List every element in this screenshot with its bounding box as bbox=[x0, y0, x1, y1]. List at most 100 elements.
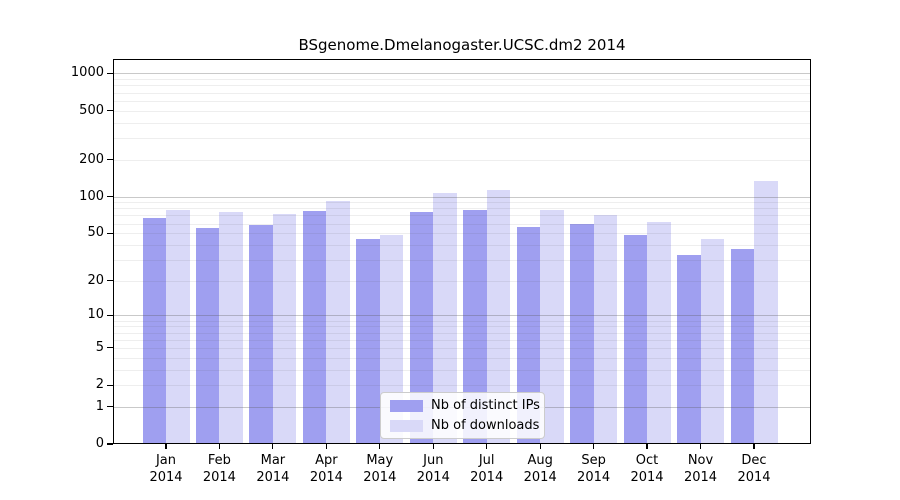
y-gridline-major bbox=[114, 196, 810, 198]
bar-distinct-ips bbox=[356, 238, 380, 444]
x-tick bbox=[593, 444, 595, 449]
x-tick-label: Jun 2014 bbox=[416, 453, 450, 485]
x-tick-label: Apr 2014 bbox=[309, 453, 343, 485]
y-gridline-minor bbox=[114, 215, 810, 217]
x-tick-label: Mar 2014 bbox=[256, 453, 290, 485]
x-tick bbox=[218, 444, 220, 449]
y-tick bbox=[107, 232, 113, 234]
bar-downloads bbox=[433, 192, 457, 444]
y-gridline-minor bbox=[114, 122, 810, 124]
bar-distinct-ips bbox=[249, 225, 273, 444]
x-tick-label: Sep 2014 bbox=[577, 453, 611, 485]
y-tick bbox=[107, 384, 113, 386]
x-tick-label: Nov 2014 bbox=[683, 453, 718, 485]
bar-downloads bbox=[219, 212, 243, 444]
bar-downloads bbox=[379, 235, 404, 444]
bar-distinct-ips bbox=[730, 248, 754, 444]
x-tick bbox=[272, 444, 274, 449]
bar-downloads bbox=[700, 238, 724, 444]
bar-distinct-ips bbox=[195, 228, 220, 444]
x-tick bbox=[699, 444, 702, 449]
y-gridline-minor bbox=[114, 332, 810, 334]
bar-distinct-ips bbox=[516, 227, 541, 444]
y-tick-label: 2 bbox=[95, 377, 104, 393]
y-tick bbox=[107, 72, 113, 74]
x-tick bbox=[325, 444, 327, 449]
y-gridline-minor bbox=[114, 85, 810, 87]
legend-label-downloads: Nb of downloads bbox=[431, 418, 540, 433]
y-tick-label: 50 bbox=[87, 225, 104, 241]
x-tick-label: Oct 2014 bbox=[630, 453, 664, 485]
y-tick-label: 10 bbox=[87, 307, 104, 323]
y-gridline-minor bbox=[114, 208, 810, 210]
x-tick bbox=[432, 444, 434, 449]
y-gridline-minor bbox=[114, 369, 810, 371]
x-tick-label: Dec 2014 bbox=[737, 453, 771, 485]
plot-frame bbox=[113, 59, 811, 444]
y-gridline-major bbox=[114, 315, 810, 317]
y-gridline-minor bbox=[114, 100, 810, 102]
y-gridline-minor bbox=[114, 357, 810, 359]
y-gridline-minor bbox=[114, 259, 810, 261]
y-tick bbox=[107, 280, 113, 282]
bar-downloads bbox=[166, 210, 190, 444]
y-gridline-major bbox=[114, 73, 810, 75]
y-gridline-minor bbox=[114, 339, 810, 341]
bar-distinct-ips bbox=[677, 254, 701, 444]
bar-downloads bbox=[486, 190, 511, 444]
y-gridline-minor bbox=[114, 244, 810, 246]
x-tick-label: Aug 2014 bbox=[523, 453, 557, 485]
y-tick bbox=[107, 159, 113, 161]
y-tick bbox=[107, 110, 113, 112]
x-tick bbox=[646, 444, 648, 449]
legend-label-distinct-ips: Nb of distinct IPs bbox=[431, 398, 540, 413]
x-tick-label: Jan 2014 bbox=[149, 453, 183, 485]
y-tick-label: 200 bbox=[79, 151, 104, 167]
y-gridline-minor bbox=[114, 233, 810, 235]
x-tick bbox=[539, 444, 541, 449]
bar-distinct-ips bbox=[142, 217, 166, 444]
y-tick-label: 500 bbox=[79, 102, 104, 118]
y-tick-label: 20 bbox=[87, 272, 104, 288]
y-gridline-minor bbox=[114, 202, 810, 204]
bar-distinct-ips bbox=[623, 235, 647, 444]
y-tick bbox=[107, 406, 113, 408]
y-gridline-minor bbox=[114, 79, 810, 81]
bar-distinct-ips bbox=[570, 223, 594, 444]
y-tick-label: 100 bbox=[79, 188, 104, 204]
legend-swatch-downloads bbox=[390, 419, 423, 432]
y-gridline-minor bbox=[114, 320, 810, 322]
y-gridline-minor bbox=[114, 92, 810, 94]
bar-distinct-ips bbox=[409, 211, 434, 444]
y-gridline-minor bbox=[114, 137, 810, 139]
y-gridline-minor bbox=[114, 159, 810, 161]
bar-downloads bbox=[593, 215, 618, 444]
y-gridline-minor bbox=[114, 223, 810, 225]
x-tick-label: Jul 2014 bbox=[470, 453, 504, 485]
bar-downloads bbox=[647, 221, 671, 444]
y-gridline-minor bbox=[114, 347, 810, 349]
y-tick bbox=[107, 347, 113, 349]
y-tick-label: 0 bbox=[95, 436, 104, 451]
y-tick bbox=[107, 443, 113, 445]
bar-downloads bbox=[540, 209, 564, 444]
y-gridline-minor bbox=[114, 110, 810, 112]
x-tick-label: Feb 2014 bbox=[202, 453, 236, 485]
bar-distinct-ips bbox=[302, 211, 327, 444]
x-tick bbox=[165, 444, 167, 449]
legend-swatch-distinct-ips bbox=[390, 399, 423, 412]
bar-downloads bbox=[272, 213, 297, 444]
bar-downloads bbox=[754, 180, 778, 444]
y-tick-label: 1000 bbox=[70, 65, 104, 81]
x-tick bbox=[486, 444, 488, 449]
chart-title: BSgenome.Dmelanogaster.UCSC.dm2 2014 bbox=[298, 36, 626, 54]
y-gridline-minor bbox=[114, 326, 810, 328]
y-tick bbox=[107, 314, 113, 316]
bar-distinct-ips bbox=[463, 209, 487, 444]
y-tick bbox=[107, 195, 113, 198]
y-tick-label: 5 bbox=[95, 339, 104, 355]
y-tick-label: 1 bbox=[95, 398, 104, 414]
legend: Nb of distinct IPs Nb of downloads bbox=[380, 392, 545, 439]
x-tick bbox=[379, 444, 381, 449]
